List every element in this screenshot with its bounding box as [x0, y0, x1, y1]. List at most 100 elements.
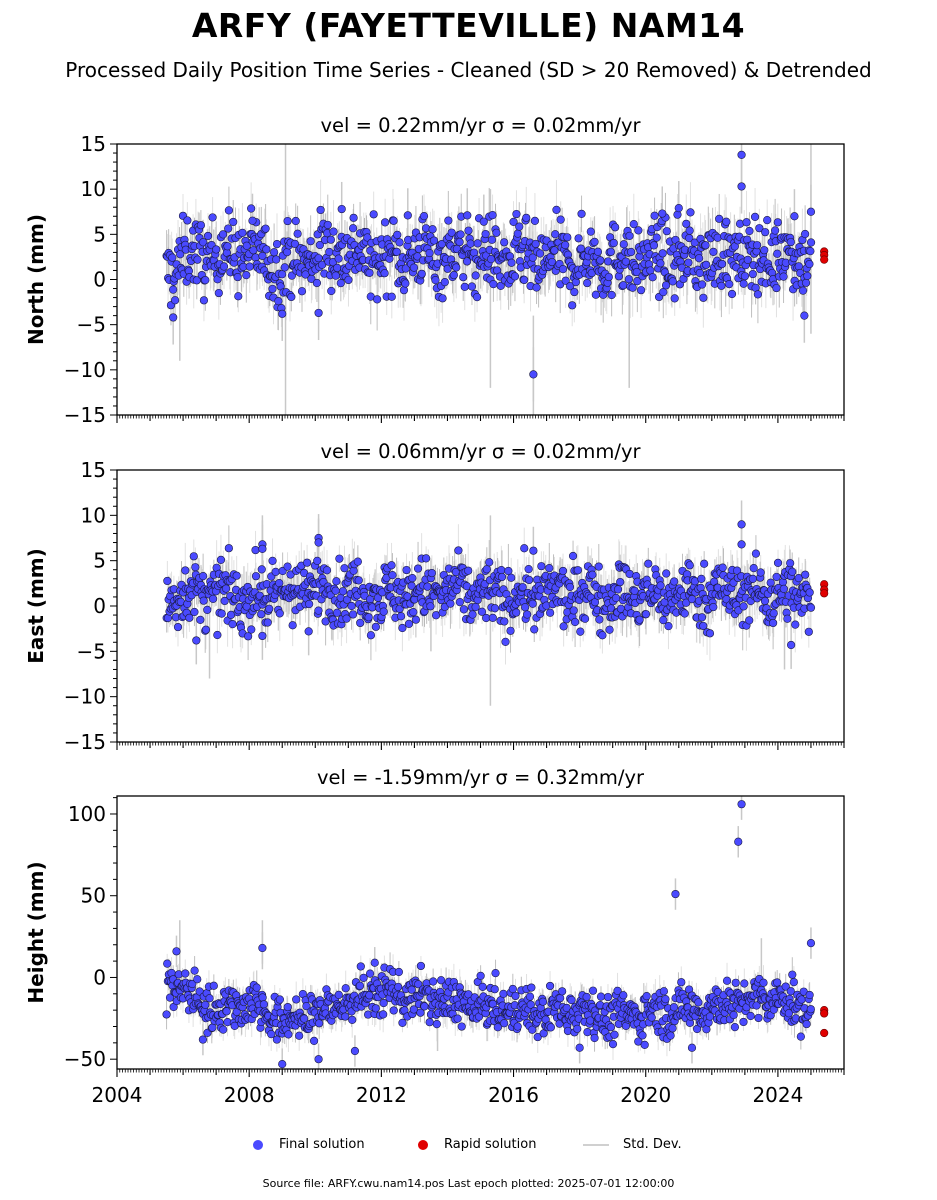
final-point [772, 283, 781, 293]
final-point [459, 273, 468, 282]
final-point [500, 617, 509, 626]
final-point [388, 571, 397, 580]
final-point [257, 610, 266, 619]
final-point [244, 632, 253, 641]
final-point [641, 610, 651, 619]
final-point [446, 599, 455, 608]
final-point [769, 609, 778, 618]
rapid-points-1 [820, 580, 829, 598]
final-point [749, 563, 758, 573]
final-point [335, 554, 344, 563]
final-point [213, 630, 222, 640]
final-point [753, 290, 763, 299]
final-point [189, 552, 198, 561]
final-point [199, 596, 208, 605]
final-point [591, 290, 600, 299]
final-point [297, 287, 307, 296]
final-point [423, 582, 432, 591]
final-point [403, 211, 412, 220]
final-point [440, 278, 449, 287]
final-point [558, 566, 568, 576]
final-point [695, 268, 704, 278]
final-point [529, 546, 538, 555]
final-point [314, 308, 323, 318]
final-point [515, 222, 524, 231]
final-point [220, 596, 229, 606]
final-point [169, 285, 178, 294]
final-point [525, 575, 534, 585]
final-point [773, 249, 782, 258]
final-point [709, 247, 718, 257]
rapid-points-0 [820, 247, 829, 264]
final-point [271, 567, 280, 576]
final-point [349, 213, 358, 222]
final-point [580, 614, 590, 623]
final-point [216, 555, 226, 564]
final-point [449, 270, 458, 280]
final-point [709, 602, 718, 612]
final-point [674, 204, 683, 213]
final-point [546, 608, 555, 617]
final-point [258, 544, 267, 553]
final-point [464, 566, 473, 575]
final-point [409, 263, 419, 272]
final-point [443, 264, 452, 273]
final-point [634, 226, 643, 235]
final-point [626, 247, 636, 257]
final-point [659, 288, 668, 297]
final-point [214, 288, 223, 298]
final-point [348, 224, 358, 233]
final-point [806, 603, 816, 612]
final-point [779, 272, 788, 281]
final-point [528, 253, 537, 262]
final-point [649, 241, 659, 250]
final-point [701, 241, 710, 250]
final-point [314, 538, 323, 547]
final-point [283, 562, 292, 571]
final-point [686, 208, 695, 217]
final-point [805, 588, 814, 597]
final-point [272, 255, 281, 264]
final-point [694, 254, 704, 263]
final-point [287, 292, 296, 302]
final-point [588, 570, 597, 579]
y-tick-label: 10 [81, 177, 106, 201]
final-point [804, 627, 813, 636]
final-point [192, 636, 201, 645]
final-point [756, 568, 765, 577]
final-point [393, 230, 402, 240]
final-point [327, 286, 336, 296]
final-point [364, 613, 373, 622]
final-point [561, 276, 570, 285]
final-point [773, 558, 783, 567]
final-point [699, 621, 708, 631]
final-point [275, 609, 284, 618]
final-point [472, 292, 482, 302]
final-point [659, 616, 668, 625]
final-point [402, 565, 411, 575]
final-point [745, 616, 754, 625]
final-point [193, 255, 202, 264]
final-point [565, 582, 575, 592]
final-point [699, 293, 708, 302]
final-point [605, 625, 614, 634]
page-title: ARFY (FAYETTEVILLE) NAM14 [191, 6, 746, 45]
final-point [490, 604, 499, 613]
final-point [636, 286, 646, 295]
final-point [630, 586, 639, 595]
final-point [510, 272, 520, 281]
final-point [460, 282, 469, 291]
final-point [268, 556, 277, 565]
final-point [201, 275, 210, 285]
final-point [529, 370, 538, 379]
y-tick-label: 10 [81, 503, 106, 527]
final-point [635, 615, 644, 624]
final-point [344, 275, 353, 285]
final-point [737, 150, 746, 159]
final-point [512, 209, 521, 219]
final-point [537, 562, 546, 571]
final-point [629, 220, 638, 229]
final-point [323, 220, 332, 230]
final-point [466, 239, 475, 248]
final-point [506, 626, 515, 635]
